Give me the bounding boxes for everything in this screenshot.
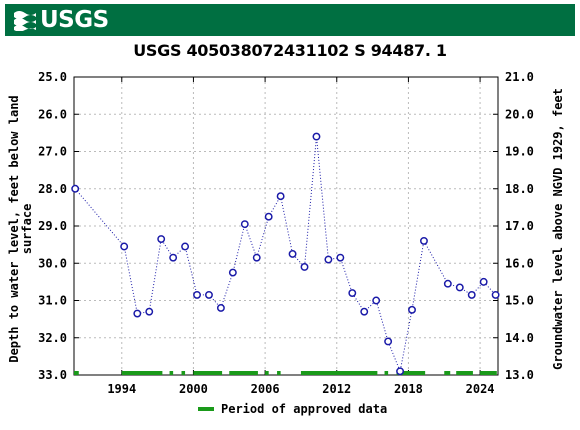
x-tick-label: 2006	[251, 382, 280, 396]
data-point	[169, 253, 178, 262]
data-point	[120, 242, 129, 251]
right-tick-label: 15.0	[505, 294, 534, 308]
left-tick-label: 33.0	[38, 368, 67, 382]
data-point	[455, 283, 464, 292]
data-point	[443, 279, 452, 288]
data-point	[384, 337, 393, 346]
data-point	[372, 296, 381, 305]
data-point	[479, 277, 488, 286]
data-point	[240, 220, 249, 229]
data-point	[467, 290, 476, 299]
right-tick-label: 19.0	[505, 145, 534, 159]
right-axis-label: Groundwater level above NGVD 1929, feet	[551, 88, 565, 370]
left-tick-label: 25.0	[38, 70, 67, 84]
data-point	[408, 305, 416, 314]
data-point	[71, 184, 80, 193]
data-point	[228, 268, 237, 277]
x-tick-label: 1994	[107, 382, 136, 396]
data-point	[264, 212, 273, 221]
left-tick-label: 31.0	[38, 294, 67, 308]
data-point	[336, 253, 345, 262]
series-line	[74, 136, 496, 374]
left-tick-label: 27.0	[38, 145, 67, 159]
left-tick-label: 26.0	[38, 107, 67, 121]
right-tick-label: 17.0	[505, 219, 534, 233]
left-tick-label: 29.0	[38, 219, 67, 233]
data-point	[181, 242, 190, 251]
data-point	[216, 304, 225, 312]
data-point	[360, 307, 369, 316]
data-point	[193, 290, 201, 299]
data-point	[133, 309, 142, 318]
right-tick-label: 16.0	[505, 256, 534, 270]
usgs-logo-text: USGS	[40, 7, 109, 33]
right-tick-label: 13.0	[505, 368, 534, 382]
data-point	[205, 290, 213, 299]
right-axis: 21.0 20.0 19.0 18.0 17.0 16.0 15.0 14.0 13.0	[493, 70, 534, 382]
right-tick-label: 18.0	[505, 182, 534, 196]
data-point	[419, 236, 428, 245]
left-tick-label: 28.0	[38, 182, 67, 196]
x-axis: 1994 2000 2006 2012 2018 2024	[107, 77, 495, 396]
x-tick-label: 2018	[394, 382, 423, 396]
data-point	[252, 253, 261, 262]
data-point	[348, 289, 357, 297]
data-point	[276, 192, 285, 201]
data-point	[157, 235, 166, 243]
data-point	[396, 367, 405, 376]
x-tick-label: 2024	[466, 382, 495, 396]
data-point	[288, 249, 297, 258]
usgs-wave-icon	[14, 11, 36, 31]
data-point	[145, 307, 154, 316]
usgs-header-bar: USGS	[5, 4, 575, 36]
left-tick-label: 32.0	[38, 331, 67, 345]
left-tick-label: 30.0	[38, 256, 67, 270]
legend: Period of approved data	[198, 402, 387, 416]
right-tick-label: 21.0	[505, 70, 534, 84]
grid-lines	[74, 77, 498, 375]
chart-title: USGS 405038072431102 S 94487. 1	[133, 41, 447, 60]
x-tick-label: 2000	[179, 382, 208, 396]
right-tick-label: 20.0	[505, 107, 534, 121]
right-tick-label: 14.0	[505, 331, 534, 345]
data-point	[324, 255, 333, 264]
legend-label: Period of approved data	[221, 402, 387, 416]
data-point	[312, 132, 321, 141]
left-axis: 25.0 26.0 27.0 28.0 29.0 30.0 31.0 32.0 33.0	[38, 70, 79, 382]
data-point	[491, 290, 500, 299]
data-series	[71, 132, 500, 376]
x-tick-label: 2012	[322, 382, 351, 396]
left-axis-label-line-1: Depth to water level, feet below land	[7, 95, 21, 362]
data-point	[300, 263, 309, 271]
usgs-logo[interactable]: USGS	[13, 7, 109, 33]
left-axis-label-line-2: surface	[20, 204, 34, 255]
